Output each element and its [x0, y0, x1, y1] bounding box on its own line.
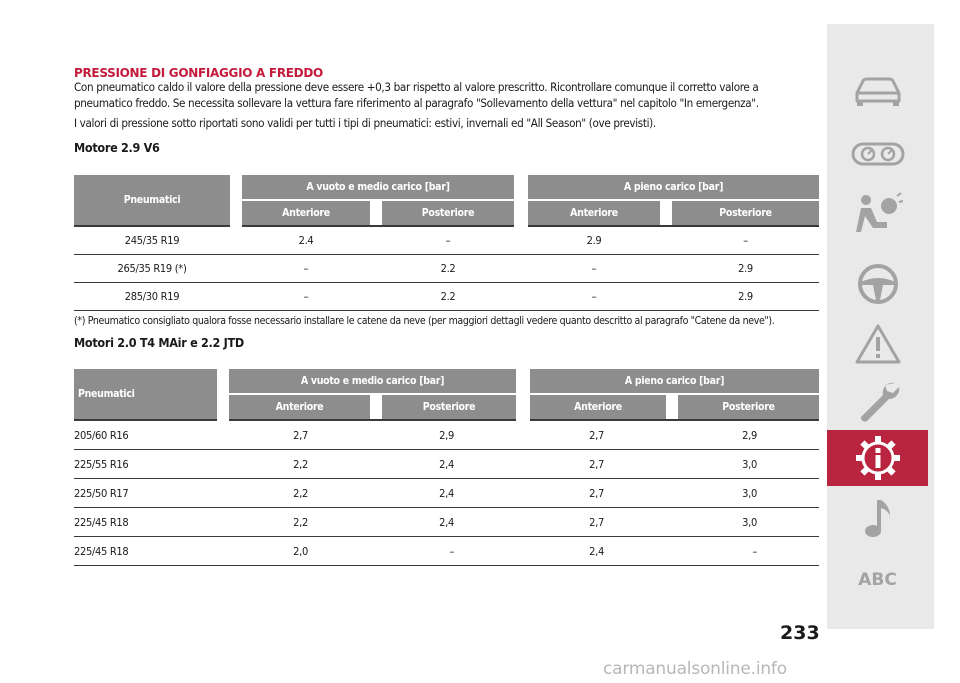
- cell-value: 3,0: [678, 508, 819, 537]
- sidebar-item-safety[interactable]: [827, 186, 928, 242]
- pressure-table-t4-jtd: Pneumatici A vuoto e medio carico [bar] …: [74, 369, 819, 566]
- table1-title: Motore 2.9 V6: [74, 139, 160, 155]
- cell-value: 2,7: [229, 421, 370, 450]
- col-header-rear: Posteriore: [672, 198, 819, 227]
- cell-value: –: [678, 537, 819, 566]
- cell-value: 2.2: [382, 283, 514, 311]
- cell-value: –: [382, 227, 514, 255]
- wrench-icon: [860, 382, 899, 422]
- cell-value: 2.9: [672, 283, 819, 311]
- cell-value: 2,4: [382, 450, 516, 479]
- cell-value: 2,0: [229, 537, 370, 566]
- chapter-sidebar: ABC: [827, 24, 934, 629]
- table-row: 225/45 R18 2,2 2,4 2,7 3,0: [74, 508, 819, 537]
- group-header-empty: A vuoto e medio carico [bar]: [242, 174, 514, 199]
- group-header-empty: A vuoto e medio carico [bar]: [229, 369, 516, 393]
- cell-value: 2.9: [672, 255, 819, 283]
- cell-value: 2,9: [382, 421, 516, 450]
- warning-triangle-icon: [855, 324, 900, 364]
- dashboard-gauges-icon: [851, 142, 904, 166]
- col-header-front: Anteriore: [242, 198, 370, 227]
- table-row: 225/50 R17 2,2 2,4 2,7 3,0: [74, 479, 819, 508]
- music-note-icon: [864, 500, 890, 537]
- cell-value: 2,4: [382, 479, 516, 508]
- cell-value: 2,4: [382, 508, 516, 537]
- cell-value: 2,4: [530, 537, 666, 566]
- car-icon: [855, 77, 900, 106]
- cell-value: 2,7: [530, 479, 666, 508]
- section-title: PRESSIONE DI GONFIAGGIO A FREDDO: [74, 66, 323, 80]
- cell-value: 3,0: [678, 450, 819, 479]
- cell-value: –: [528, 283, 660, 311]
- cell-value: –: [528, 255, 660, 283]
- cell-value: 2,2: [229, 479, 370, 508]
- paragraph-1: Con pneumatico caldo il valore della pre…: [74, 80, 759, 110]
- col-header-rear: Posteriore: [382, 393, 516, 421]
- sidebar-item-car[interactable]: [827, 62, 928, 118]
- tyre-size: 245/35 R19: [74, 227, 230, 255]
- sidebar-item-dashboard[interactable]: [827, 126, 928, 182]
- cell-value: 2,2: [229, 508, 370, 537]
- col-header-rear: Posteriore: [382, 198, 514, 227]
- col-header-tyres: Pneumatici: [74, 369, 217, 421]
- tyre-size: 225/50 R17: [74, 479, 217, 508]
- sidebar-item-technical-data[interactable]: [827, 430, 928, 486]
- table-row: 225/45 R18 2,0 – 2,4 –: [74, 537, 819, 566]
- col-header-front: Anteriore: [530, 393, 666, 421]
- cell-value: 2,2: [229, 450, 370, 479]
- cell-value: –: [382, 537, 516, 566]
- table-row: 205/60 R16 2,7 2,9 2,7 2,9: [74, 421, 819, 450]
- cell-value: –: [242, 283, 370, 311]
- tyre-size: 225/45 R18: [74, 508, 217, 537]
- col-header-rear: Posteriore: [678, 393, 819, 421]
- sidebar-item-maintenance[interactable]: [827, 374, 928, 430]
- paragraph-2: I valori di pressione sotto riportati so…: [74, 116, 656, 130]
- tyre-size: 205/60 R16: [74, 421, 217, 450]
- cell-value: –: [242, 255, 370, 283]
- cell-value: 2.4: [242, 227, 370, 255]
- col-header-front: Anteriore: [229, 393, 370, 421]
- steering-wheel-icon: [857, 264, 898, 304]
- page-number: 233: [780, 622, 820, 644]
- cell-value: 2,9: [678, 421, 819, 450]
- cell-value: 2,7: [530, 421, 666, 450]
- sidebar-item-driving[interactable]: [827, 256, 928, 312]
- group-header-full: A pieno carico [bar]: [530, 369, 819, 393]
- cell-value: 2.2: [382, 255, 514, 283]
- table-row: 245/35 R19 2.4 – 2.9 –: [74, 227, 819, 255]
- cell-value: 2.9: [528, 227, 660, 255]
- tyre-size: 285/30 R19: [74, 283, 230, 311]
- tyre-size: 225/45 R18: [74, 537, 217, 566]
- info-gear-icon: [855, 436, 900, 480]
- table2-title: Motori 2.0 T4 MAir e 2.2 JTD: [74, 335, 244, 350]
- tyre-size: 265/35 R19 (*): [74, 255, 230, 283]
- sidebar-item-multimedia[interactable]: [827, 490, 928, 546]
- sidebar-item-emergency[interactable]: [827, 316, 928, 372]
- col-header-tyres: Pneumatici: [74, 174, 230, 227]
- cell-value: 3,0: [678, 479, 819, 508]
- sidebar-item-index[interactable]: ABC: [827, 552, 928, 608]
- airbag-person-icon: [855, 192, 903, 232]
- table-row: 265/35 R19 (*) – 2.2 – 2.9: [74, 255, 819, 283]
- watermark: carmanualsonline.info: [603, 659, 787, 679]
- cell-value: –: [672, 227, 819, 255]
- table-row: 225/55 R16 2,2 2,4 2,7 3,0: [74, 450, 819, 479]
- group-header-full: A pieno carico [bar]: [528, 174, 819, 199]
- pressure-table-v6: Pneumatici A vuoto e medio carico [bar] …: [74, 174, 819, 311]
- cell-value: 2,7: [530, 508, 666, 537]
- abc-index-label: ABC: [858, 570, 897, 590]
- cell-value: 2,7: [530, 450, 666, 479]
- tyre-size: 225/55 R16: [74, 450, 217, 479]
- page-content: PRESSIONE DI GONFIAGGIO A FREDDO Con pne…: [74, 66, 819, 566]
- col-header-front: Anteriore: [528, 198, 660, 227]
- table-row: 285/30 R19 – 2.2 – 2.9: [74, 283, 819, 311]
- table1-footnote: (*) Pneumatico consigliato qualora fosse…: [74, 314, 775, 327]
